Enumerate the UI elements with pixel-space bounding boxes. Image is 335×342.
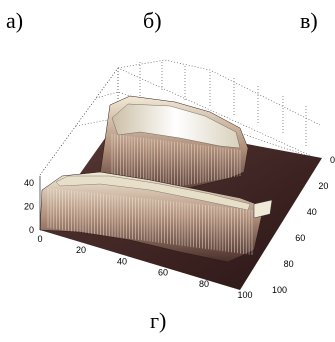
label-g: г) [150,308,167,333]
x-tick-label: 40 [117,256,127,266]
x-tick-label: 0 [37,234,42,244]
z-tick-label: 40 [24,178,34,188]
x-tick-label: 60 [158,268,168,278]
label-v: в) [300,8,318,33]
z-tick-label: 0 [29,225,34,235]
label-b: б) [143,8,162,33]
front-ridge [39,171,273,263]
y-tick-label: 100 [272,285,287,295]
y-tick-label: 0 [330,155,335,165]
y-tick-label: 40 [307,207,317,217]
x-axis: 0 20 40 60 80 100 [37,234,252,300]
y-tick-label: 20 [318,181,328,191]
y-axis: 0 20 40 60 80 100 [272,155,335,295]
x-tick-label: 80 [199,279,209,289]
y-tick-label: 60 [295,233,305,243]
x-tick-label: 100 [237,290,252,300]
z-axis: 0 20 40 [24,178,34,235]
back-ridge [99,95,249,201]
label-a: а) [6,8,24,33]
z-tick-label: 20 [24,202,34,212]
y-tick-label: 80 [284,259,294,269]
x-tick-label: 20 [76,245,86,255]
